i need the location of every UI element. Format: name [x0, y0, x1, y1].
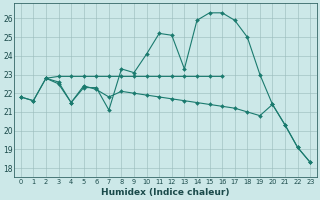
X-axis label: Humidex (Indice chaleur): Humidex (Indice chaleur)	[101, 188, 230, 197]
